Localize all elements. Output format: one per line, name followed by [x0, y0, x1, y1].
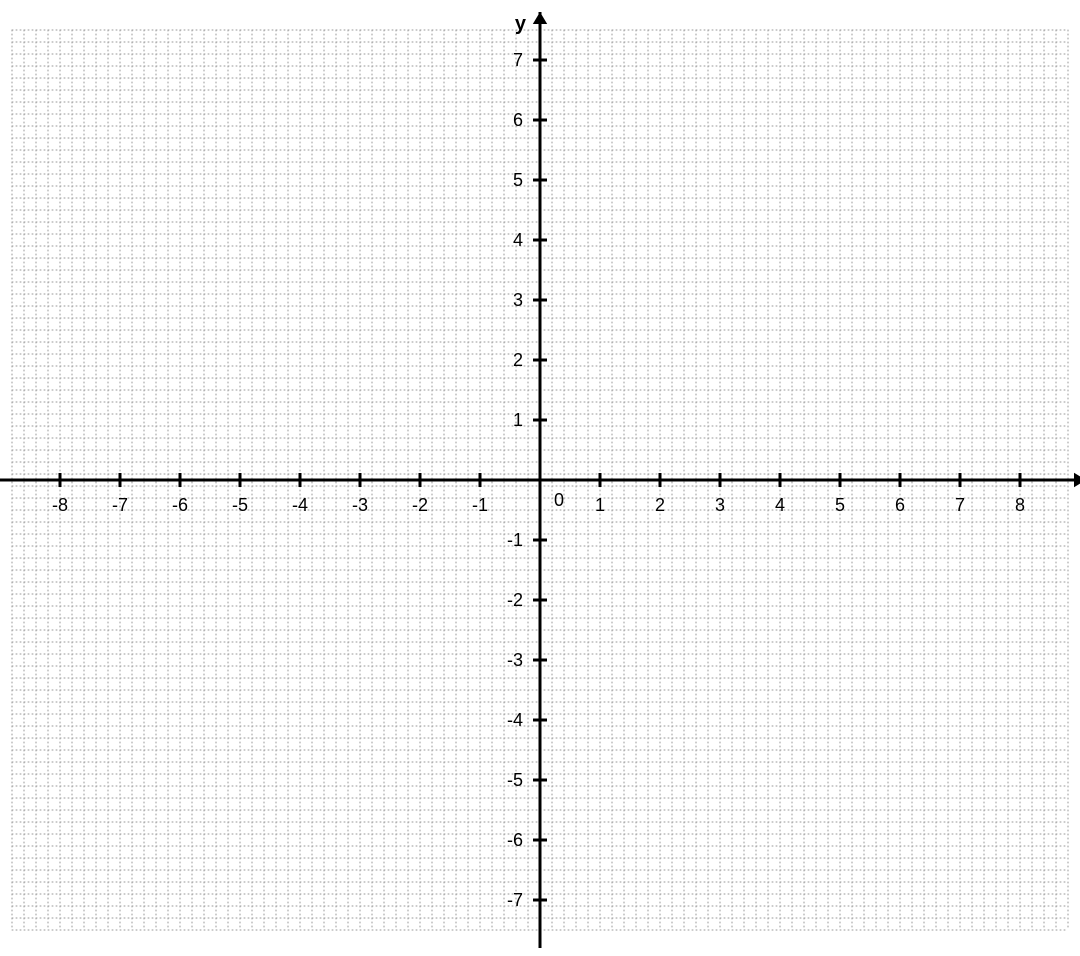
- x-tick-label: -2: [412, 495, 428, 515]
- y-tick-label: -4: [507, 710, 523, 730]
- axes: xy: [0, 12, 1080, 948]
- y-tick-label: 5: [513, 170, 523, 190]
- y-tick-label: -5: [507, 770, 523, 790]
- x-tick-label: -3: [352, 495, 368, 515]
- x-tick-label: 1: [595, 495, 605, 515]
- chart-svg: xy-8 -7 -6 -5 -4 -3 -2 -1 1 2 3 4 5 6 7 8 -7 -6 -5 -4 -3 -2 -1…: [0, 0, 1080, 956]
- y-tick-label: -1: [507, 530, 523, 550]
- x-tick-label: 5: [835, 495, 845, 515]
- y-tick-label: -7: [507, 890, 523, 910]
- y-tick-label: 3: [513, 290, 523, 310]
- x-tick-label: 7: [955, 495, 965, 515]
- y-tick-label: 4: [513, 230, 523, 250]
- origin-label: 0: [554, 490, 564, 510]
- x-tick-label: 6: [895, 495, 905, 515]
- x-tick-label: 2: [655, 495, 665, 515]
- y-tick-label: -2: [507, 590, 523, 610]
- y-tick-label: 1: [513, 410, 523, 430]
- y-tick-label: -6: [507, 830, 523, 850]
- y-tick-label: 2: [513, 350, 523, 370]
- x-tick-label: -6: [172, 495, 188, 515]
- y-tick-label: -3: [507, 650, 523, 670]
- coordinate-plane-chart: xy-8 -7 -6 -5 -4 -3 -2 -1 1 2 3 4 5 6 7 8 -7 -6 -5 -4 -3 -2 -1…: [0, 0, 1080, 956]
- x-tick-label: -1: [472, 495, 488, 515]
- y-axis-label: y: [515, 13, 527, 35]
- y-tick-label: 7: [513, 50, 523, 70]
- x-tick-label: -4: [292, 495, 308, 515]
- x-tick-label: 8: [1015, 495, 1025, 515]
- x-tick-label: -5: [232, 495, 248, 515]
- x-tick-label: -8: [52, 495, 68, 515]
- y-tick-label: 6: [513, 110, 523, 130]
- x-tick-label: -7: [112, 495, 128, 515]
- x-tick-label: 3: [715, 495, 725, 515]
- x-tick-label: 4: [775, 495, 785, 515]
